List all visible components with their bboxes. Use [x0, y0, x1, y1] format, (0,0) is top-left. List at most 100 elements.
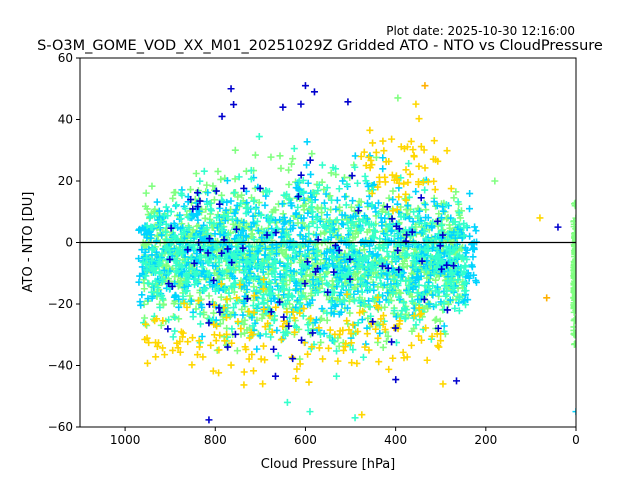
data-point [285, 322, 293, 330]
data-point [253, 217, 261, 225]
data-point [294, 219, 302, 227]
data-point [210, 196, 218, 204]
data-point [395, 266, 403, 274]
data-point [357, 198, 365, 206]
data-point [374, 199, 382, 207]
data-point [258, 234, 266, 242]
data-point [204, 189, 212, 197]
data-point [289, 355, 297, 363]
data-point [224, 231, 232, 239]
outlier-point [412, 100, 420, 108]
data-point [289, 224, 297, 232]
data-point [327, 239, 335, 247]
outlier-point [554, 223, 562, 231]
data-point [345, 326, 353, 334]
data-point [450, 284, 458, 292]
data-point [173, 257, 181, 265]
data-point [326, 332, 334, 340]
data-point [411, 240, 419, 248]
data-point [325, 262, 333, 270]
data-point [257, 355, 265, 363]
data-point [380, 281, 388, 289]
data-point [239, 244, 247, 252]
data-point [361, 172, 369, 180]
data-point [332, 372, 340, 380]
data-point [367, 312, 375, 320]
data-point [349, 321, 357, 329]
data-point [256, 184, 264, 192]
data-point [260, 342, 268, 350]
data-point [141, 202, 149, 210]
data-point [571, 289, 576, 297]
data-point [277, 233, 285, 241]
data-point [366, 152, 374, 160]
data-point [188, 361, 196, 369]
data-point [297, 280, 305, 288]
data-point [358, 316, 366, 324]
outlier-point [310, 88, 318, 96]
data-point [359, 280, 367, 288]
data-point [384, 275, 392, 283]
data-point [257, 260, 265, 268]
data-point [379, 262, 387, 270]
data-point [325, 344, 333, 352]
data-point [452, 266, 460, 274]
data-point [160, 266, 168, 274]
data-point [258, 295, 266, 303]
data-point [350, 283, 358, 291]
outlier-point [351, 414, 359, 422]
data-point [373, 302, 381, 310]
data-point [301, 280, 309, 288]
data-point [421, 164, 429, 172]
data-point [268, 248, 276, 256]
data-point [432, 156, 440, 164]
data-point [246, 334, 254, 342]
data-point [410, 153, 418, 161]
data-point [276, 298, 284, 306]
data-point [242, 233, 250, 241]
data-point [234, 318, 242, 326]
data-point [267, 297, 275, 305]
data-point [185, 275, 193, 283]
data-point [300, 305, 308, 313]
data-point [193, 222, 201, 230]
data-point [313, 224, 321, 232]
data-point [273, 224, 281, 232]
data-point [249, 302, 257, 310]
data-point [205, 235, 213, 243]
data-point [359, 216, 367, 224]
data-point [345, 286, 353, 294]
data-point [310, 189, 318, 197]
data-point [381, 214, 389, 222]
data-point [262, 186, 270, 194]
data-point [237, 325, 245, 333]
data-point [348, 218, 356, 226]
data-point [156, 268, 164, 276]
data-point [317, 338, 325, 346]
data-point [271, 256, 279, 264]
data-point [286, 217, 294, 225]
data-point [280, 220, 288, 228]
data-point [401, 315, 409, 323]
data-point [389, 187, 397, 195]
x-axis-label: Cloud Pressure [hPa] [261, 457, 396, 472]
data-point [391, 324, 399, 332]
data-point [431, 316, 439, 324]
data-point [259, 285, 267, 293]
data-point [162, 228, 170, 236]
data-point [400, 180, 408, 188]
data-point [335, 185, 343, 193]
data-point [428, 222, 436, 230]
y-axis-label: ATO - NTO [DU] [21, 192, 36, 293]
data-point [462, 287, 470, 295]
data-point [159, 317, 167, 325]
data-point [296, 309, 304, 317]
data-point [570, 264, 576, 272]
data-point [230, 266, 238, 274]
data-point [348, 172, 356, 180]
data-point [196, 310, 204, 318]
data-point [212, 337, 220, 345]
data-point [185, 224, 193, 232]
data-point [304, 246, 312, 254]
data-point [455, 209, 463, 217]
